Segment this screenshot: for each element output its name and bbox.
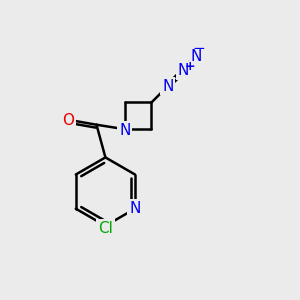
Text: +: +	[184, 60, 195, 73]
Text: O: O	[62, 113, 74, 128]
Text: −: −	[193, 41, 206, 56]
Text: N: N	[162, 79, 173, 94]
Text: Cl: Cl	[98, 221, 113, 236]
Text: N: N	[191, 49, 202, 64]
Text: N: N	[129, 201, 141, 216]
Text: N: N	[119, 123, 130, 138]
Text: N: N	[178, 63, 189, 78]
